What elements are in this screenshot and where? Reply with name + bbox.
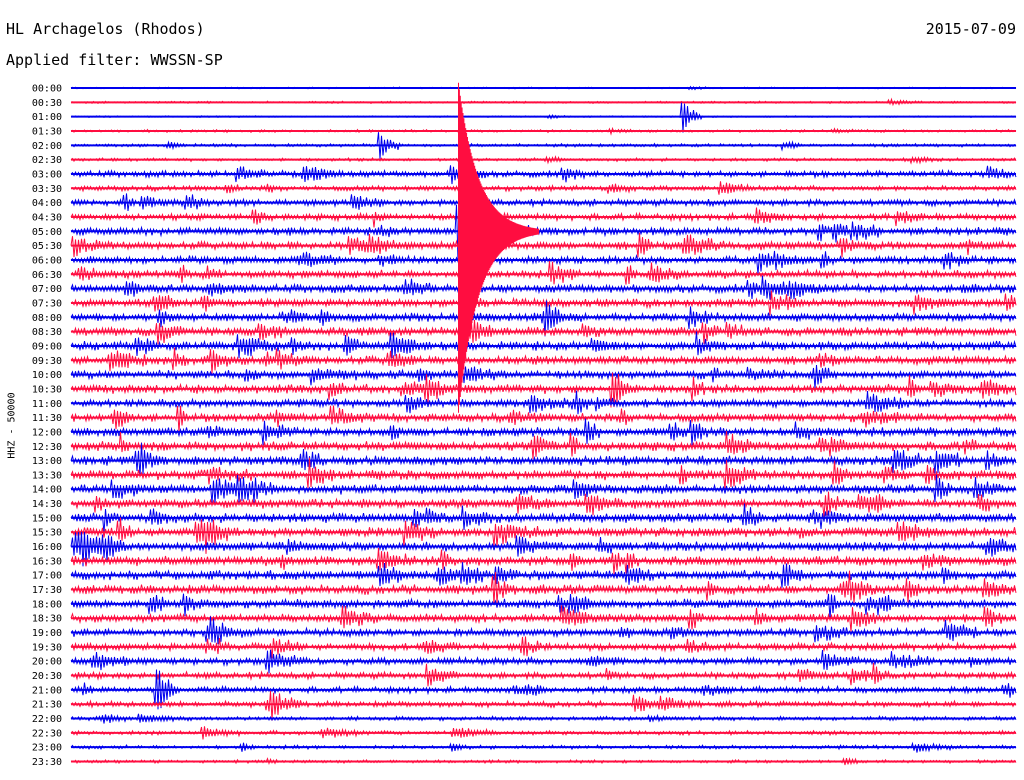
time-label-0030: 00:30 <box>32 98 62 109</box>
trace-row-1800 <box>70 593 1017 620</box>
trace-row-1230 <box>70 431 1017 460</box>
time-label-1700: 17:00 <box>32 571 62 582</box>
trace-row-0500 <box>70 204 1017 262</box>
filter-subtitle: Applied filter: WWSSN-SP <box>6 51 223 69</box>
trace-row-0930 <box>70 347 1017 374</box>
trace-row-0300 <box>70 165 1017 185</box>
time-label-2330: 23:30 <box>32 757 62 768</box>
time-label-2230: 22:30 <box>32 728 62 739</box>
time-labels: 00:00 00:30 01:00 01:30 02:00 02:30 03:00 03:30… <box>32 84 62 769</box>
trace-row-1400 <box>70 474 1017 504</box>
time-label-1930: 19:30 <box>32 642 62 653</box>
time-label-0930: 09:30 <box>32 356 62 367</box>
trace-row-0730 <box>70 290 1017 316</box>
trace-row-2130 <box>70 690 1017 721</box>
time-label-0500: 05:00 <box>32 227 62 238</box>
trace-row-1500 <box>70 503 1017 534</box>
time-label-1430: 14:30 <box>32 499 62 510</box>
time-label-0700: 07:00 <box>32 284 62 295</box>
trace-row-1700 <box>70 562 1017 588</box>
trace-row-1730 <box>70 570 1017 605</box>
time-label-0730: 07:30 <box>32 298 62 309</box>
trace-row-1130 <box>70 405 1017 433</box>
time-label-1730: 17:30 <box>32 585 62 596</box>
trace-row-1430 <box>70 491 1017 517</box>
seismic-traces <box>70 82 1017 766</box>
time-label-2030: 20:30 <box>32 671 62 682</box>
time-label-0230: 02:30 <box>32 155 62 166</box>
date-label: 2015-07-09 <box>925 20 1016 38</box>
time-label-0830: 08:30 <box>32 327 62 338</box>
trace-row-0830 <box>70 319 1017 345</box>
trace-row-0630 <box>70 260 1017 285</box>
trace-row-1830 <box>70 605 1017 632</box>
time-label-2000: 20:00 <box>32 657 62 668</box>
time-label-2130: 21:30 <box>32 700 62 711</box>
trace-row-1030 <box>70 372 1017 408</box>
time-label-1330: 13:30 <box>32 470 62 481</box>
trace-row-0700 <box>70 275 1017 300</box>
time-label-1900: 19:00 <box>32 628 62 639</box>
time-label-0900: 09:00 <box>32 341 62 352</box>
time-label-0000: 00:00 <box>32 84 62 95</box>
trace-row-1600 <box>70 531 1017 567</box>
station-title: HL Archagelos (Rhodos) <box>6 20 205 38</box>
time-label-1400: 14:00 <box>32 485 62 496</box>
trace-row-1300 <box>70 442 1017 477</box>
trace-row-0600 <box>70 250 1017 275</box>
time-label-0200: 02:00 <box>32 141 62 152</box>
time-label-0600: 06:00 <box>32 255 62 266</box>
time-label-1530: 15:30 <box>32 528 62 539</box>
time-label-2100: 21:00 <box>32 685 62 696</box>
time-label-2200: 22:00 <box>32 714 62 725</box>
time-label-0800: 08:00 <box>32 313 62 324</box>
trace-row-2100 <box>70 669 1017 710</box>
trace-row-1330 <box>70 457 1017 490</box>
trace-row-1530 <box>70 517 1017 554</box>
trace-row-1200 <box>70 418 1017 446</box>
trace-row-1630 <box>70 547 1017 575</box>
time-label-0130: 01:30 <box>32 126 62 137</box>
time-label-1300: 13:00 <box>32 456 62 467</box>
time-label-0400: 04:00 <box>32 198 62 209</box>
time-label-1100: 11:00 <box>32 399 62 410</box>
time-label-1600: 16:00 <box>32 542 62 553</box>
time-label-1200: 12:00 <box>32 427 62 438</box>
time-label-1830: 18:30 <box>32 614 62 625</box>
trace-row-1900 <box>70 616 1017 645</box>
trace-row-1100 <box>70 390 1017 415</box>
trace-row-0430 <box>70 207 1017 228</box>
time-label-1500: 15:00 <box>32 513 62 524</box>
time-label-2300: 23:00 <box>32 743 62 754</box>
large-event-spindle <box>458 82 540 413</box>
trace-row-2030 <box>70 662 1017 687</box>
time-label-0300: 03:00 <box>32 169 62 180</box>
time-label-1130: 11:30 <box>32 413 62 424</box>
time-label-1230: 12:30 <box>32 442 62 453</box>
time-label-0430: 04:30 <box>32 212 62 223</box>
time-label-1030: 10:30 <box>32 384 62 395</box>
time-label-1800: 18:00 <box>32 599 62 610</box>
time-label-0330: 03:30 <box>32 184 62 195</box>
trace-row-0900 <box>70 331 1017 359</box>
time-label-1000: 10:00 <box>32 370 62 381</box>
trace-row-1930 <box>70 636 1017 659</box>
time-label-0530: 05:30 <box>32 241 62 252</box>
time-label-0100: 01:00 <box>32 112 62 123</box>
time-label-0630: 06:30 <box>32 270 62 281</box>
trace-row-0530 <box>70 232 1017 258</box>
time-label-1630: 16:30 <box>32 556 62 567</box>
